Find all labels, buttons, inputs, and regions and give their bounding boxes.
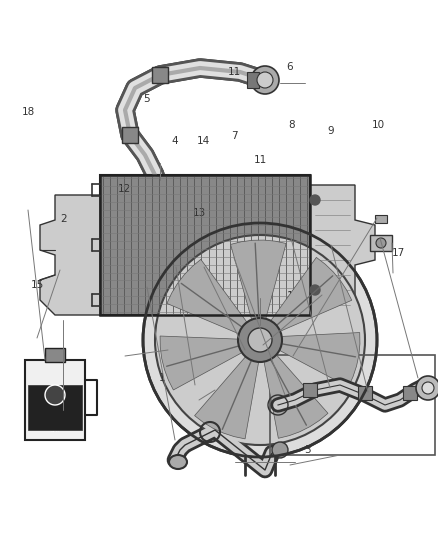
- Circle shape: [422, 382, 434, 394]
- Circle shape: [257, 72, 273, 88]
- Text: 6: 6: [286, 62, 293, 71]
- Text: 9: 9: [327, 126, 334, 135]
- Polygon shape: [167, 260, 248, 335]
- Bar: [370, 235, 392, 251]
- Circle shape: [45, 385, 65, 405]
- Text: 1: 1: [159, 374, 166, 383]
- Circle shape: [310, 195, 320, 205]
- Bar: [25, 360, 85, 440]
- Bar: [247, 72, 259, 88]
- Bar: [375, 215, 387, 223]
- Bar: [403, 386, 417, 400]
- Polygon shape: [40, 195, 100, 315]
- Text: 7: 7: [231, 131, 238, 141]
- Bar: [100, 175, 310, 315]
- Circle shape: [376, 238, 386, 248]
- Text: 5: 5: [143, 94, 150, 103]
- Circle shape: [143, 223, 377, 457]
- Text: 4: 4: [172, 136, 179, 146]
- Circle shape: [248, 328, 272, 352]
- Text: MOPAR: MOPAR: [44, 408, 66, 413]
- Text: 3: 3: [304, 446, 311, 455]
- Text: 18: 18: [22, 107, 35, 117]
- Polygon shape: [230, 240, 286, 321]
- Polygon shape: [160, 336, 244, 390]
- Polygon shape: [278, 333, 360, 387]
- Polygon shape: [264, 353, 328, 438]
- Circle shape: [416, 376, 438, 400]
- Text: 16: 16: [287, 291, 300, 301]
- Circle shape: [238, 318, 282, 362]
- Text: 10: 10: [372, 120, 385, 130]
- Text: OAT: OAT: [49, 427, 60, 432]
- Text: 13: 13: [193, 208, 206, 218]
- Text: 15: 15: [31, 280, 44, 290]
- Bar: [122, 127, 138, 143]
- Bar: [358, 386, 372, 400]
- Text: 12: 12: [118, 184, 131, 194]
- Polygon shape: [194, 355, 259, 439]
- Bar: [28, 385, 82, 430]
- Polygon shape: [269, 257, 352, 332]
- Bar: [270, 355, 435, 455]
- Ellipse shape: [169, 455, 187, 469]
- Bar: [152, 67, 168, 83]
- Text: 17: 17: [392, 248, 405, 258]
- Circle shape: [272, 442, 288, 458]
- Circle shape: [251, 66, 279, 94]
- Bar: [45, 348, 65, 362]
- Text: 11: 11: [254, 155, 267, 165]
- Bar: [303, 383, 317, 397]
- Text: 8: 8: [288, 120, 295, 130]
- Text: ———: ———: [48, 417, 62, 423]
- Bar: [100, 175, 310, 315]
- Circle shape: [310, 285, 320, 295]
- Text: 15: 15: [254, 286, 267, 295]
- Polygon shape: [310, 185, 375, 315]
- Text: 2: 2: [60, 214, 67, 223]
- Text: 11: 11: [228, 67, 241, 77]
- Circle shape: [155, 235, 365, 445]
- Text: 14: 14: [197, 136, 210, 146]
